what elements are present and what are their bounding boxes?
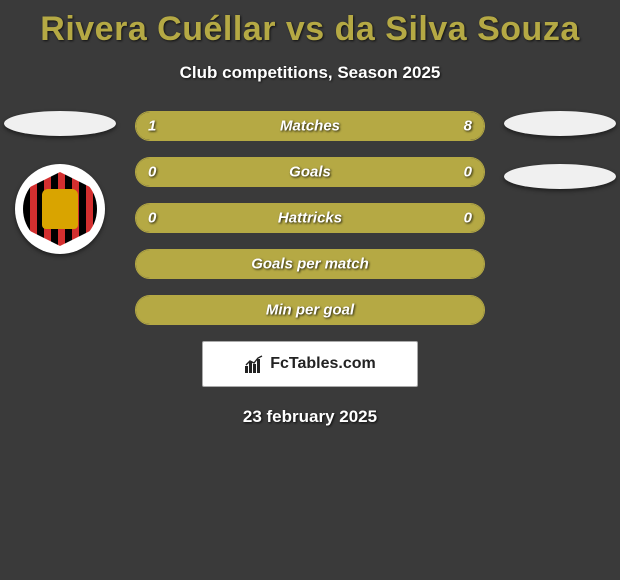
stat-bar: Goals per match — [135, 249, 485, 279]
left-club-badge — [15, 164, 105, 254]
bar-label: Min per goal — [266, 302, 354, 319]
brand-text: FcTables.com — [270, 355, 376, 373]
bar-value-right: 0 — [464, 164, 472, 181]
bar-value-right: 8 — [464, 118, 472, 135]
bar-label: Matches — [280, 118, 340, 135]
right-player-photo-placeholder — [504, 111, 616, 136]
comparison-title: Rivera Cuéllar vs da Silva Souza — [0, 0, 620, 49]
bar-label: Hattricks — [278, 210, 342, 227]
bar-label: Goals — [289, 164, 331, 181]
right-club-photo-placeholder — [504, 164, 616, 189]
left-player-photo-placeholder — [4, 111, 116, 136]
comparison-subtitle: Club competitions, Season 2025 — [0, 49, 620, 83]
bar-value-right: 0 — [464, 210, 472, 227]
bar-label: Goals per match — [251, 256, 369, 273]
stat-bar: 0 0 Hattricks — [135, 203, 485, 233]
right-player-column — [500, 111, 620, 189]
stat-bars: 1 8 Matches 0 0 Goals 0 0 Hattricks Goals per mat… — [135, 111, 485, 325]
comparison-content: 1 8 Matches 0 0 Goals 0 0 Hattricks Goals per mat… — [0, 111, 620, 427]
stat-bar: 1 8 Matches — [135, 111, 485, 141]
left-player-column — [0, 111, 120, 254]
bar-value-left: 0 — [148, 164, 156, 181]
badge-lion-icon — [42, 189, 78, 229]
comparison-date: 23 february 2025 — [0, 387, 620, 427]
brand-box: FcTables.com — [202, 341, 418, 387]
stat-bar: 0 0 Goals — [135, 157, 485, 187]
bar-value-left: 1 — [148, 118, 156, 135]
brand-chart-icon — [244, 354, 264, 374]
bar-value-left: 0 — [148, 210, 156, 227]
stat-bar: Min per goal — [135, 295, 485, 325]
